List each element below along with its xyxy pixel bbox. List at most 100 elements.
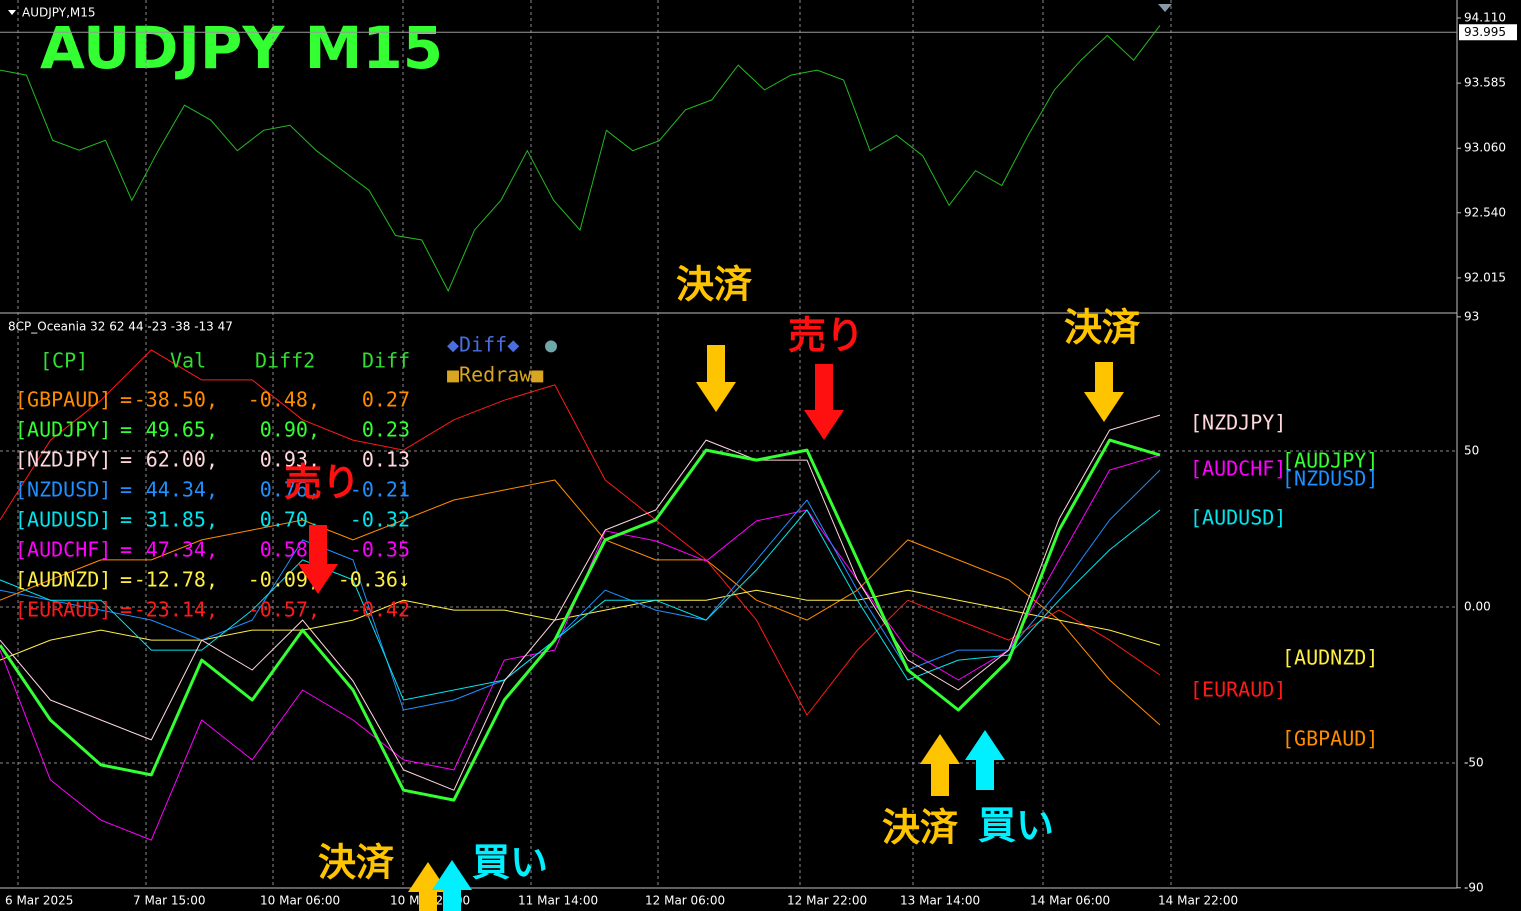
table-cell: = — [120, 598, 132, 622]
signal-label: 買い — [472, 841, 548, 885]
table-cell: 62.00, — [146, 448, 218, 472]
big-title: AUDJPY M15 — [40, 14, 443, 82]
y-tick-label: 92.015 — [1464, 270, 1506, 284]
table-cell: = — [120, 388, 132, 412]
time-label: 6 Mar 2025 — [5, 894, 73, 908]
table-cell: 0.90, — [260, 418, 320, 442]
indicator-line — [0, 479, 1161, 726]
time-label: 10 Mar 06:00 — [260, 894, 340, 908]
table-cell: [AUDJPY] — [15, 418, 111, 442]
table-cell: 0.27 — [362, 388, 410, 412]
price-line — [0, 25, 1161, 293]
table-cell: 49.65, — [146, 418, 218, 442]
table-cell: = — [120, 478, 132, 502]
series-label: [AUDUSD] — [1190, 506, 1286, 530]
time-label: 12 Mar 06:00 — [645, 894, 725, 908]
button[interactable]: ■Redraw■ — [447, 363, 543, 387]
table-cell: 0.76, — [260, 478, 320, 502]
indicator-label: 8CP_Oceania 32 62 44 -23 -38 -13 47 — [8, 320, 233, 334]
series-label: [NZDUSD] — [1282, 467, 1378, 491]
series-label: [AUDNZD] — [1282, 646, 1378, 670]
table-cell: -0.57, — [248, 598, 320, 622]
y-tick-label: 93.585 — [1464, 76, 1506, 90]
signal-label: 決済 — [676, 263, 753, 307]
series-label: [NZDJPY] — [1190, 411, 1286, 435]
table-cell: -0.21 — [350, 478, 410, 502]
table-cell: = — [120, 448, 132, 472]
table-cell: 47.34, — [146, 538, 218, 562]
table-cell: 31.85, — [146, 508, 218, 532]
table-cell: -23.14, — [134, 598, 218, 622]
table-cell: -0.32 — [350, 508, 410, 532]
signal-arrow — [965, 730, 1005, 790]
indicator-line — [0, 349, 1161, 716]
table-cell: [AUDCHF] — [15, 538, 111, 562]
signal-arrow — [804, 364, 844, 440]
y-tick-label: 94.110 — [1464, 10, 1506, 24]
indicator-line — [0, 469, 1161, 711]
table-cell: 44.34, — [146, 478, 218, 502]
table-cell: [AUDUSD] — [15, 508, 111, 532]
y-tick-label: 93.060 — [1464, 141, 1506, 155]
price-marker — [1158, 4, 1172, 12]
table-cell: -0.48, — [248, 388, 320, 412]
current-price-box — [1459, 24, 1517, 41]
series-label: [EURAUD] — [1190, 678, 1286, 702]
time-label: 13 Mar 14:00 — [900, 894, 980, 908]
table-header: Diff — [362, 349, 410, 373]
y-tick-label: 50 — [1464, 444, 1479, 458]
time-label: 14 Mar 06:00 — [1030, 894, 1110, 908]
table-cell: 0.23 — [362, 418, 410, 442]
table-cell: -12.78, — [134, 568, 218, 592]
time-label: 14 Mar 22:00 — [1158, 894, 1238, 908]
table-cell: -0.42 — [350, 598, 410, 622]
table-cell: = — [120, 418, 132, 442]
signal-arrow — [1084, 362, 1124, 422]
indicator-line — [0, 438, 1161, 802]
table-cell: [EURAUD] — [15, 598, 111, 622]
table-header: Val — [170, 349, 206, 373]
time-label: 7 Mar 15:00 — [133, 894, 206, 908]
signal-arrow — [920, 734, 960, 796]
y-tick-label: -50 — [1464, 756, 1484, 770]
table-cell: [GBPAUD] — [15, 388, 111, 412]
table-cell: [AUDNZD] — [15, 568, 111, 592]
table-header: Diff2 — [255, 349, 315, 373]
table-cell: = — [120, 538, 132, 562]
signal-label: 買い — [978, 804, 1054, 848]
signal-label: 売り — [788, 314, 864, 358]
indicator-line — [0, 509, 1161, 701]
table-header: [CP] — [40, 349, 88, 373]
table-cell: = — [120, 508, 132, 532]
time-label: 11 Mar 14:00 — [518, 894, 598, 908]
table-cell: [NZDUSD] — [15, 478, 111, 502]
button[interactable]: ● — [545, 333, 557, 357]
time-label: 12 Mar 22:00 — [787, 894, 867, 908]
table-cell: [NZDJPY] — [15, 448, 111, 472]
table-cell: 0.93, — [260, 448, 320, 472]
dropdown-icon[interactable] — [8, 10, 16, 15]
signal-label: 決済 — [1064, 306, 1141, 350]
y-tick-label: 93 — [1464, 309, 1479, 323]
signal-label: 売り — [284, 461, 360, 505]
signal-arrow — [432, 860, 472, 911]
table-cell: 0.13 — [362, 448, 410, 472]
series-label: [AUDCHF] — [1190, 457, 1286, 481]
button[interactable]: ◆Diff◆ — [447, 333, 519, 357]
table-cell: -38.50, — [134, 388, 218, 412]
signal-label: 決済 — [882, 806, 959, 850]
signal-label: 決済 — [318, 841, 395, 885]
signal-arrow — [408, 862, 448, 911]
table-cell: = — [120, 568, 132, 592]
series-label: [GBPAUD] — [1282, 727, 1378, 751]
y-tick-label: -90 — [1464, 880, 1484, 894]
table-cell: -0.35 — [350, 538, 410, 562]
table-cell: -0.36↓ — [338, 568, 410, 592]
series-label: [AUDJPY] — [1282, 449, 1378, 473]
signal-arrow — [298, 525, 338, 594]
indicator-line — [0, 414, 1161, 791]
symbol-label: AUDJPY,M15 — [22, 6, 96, 20]
y-tick-label: 92.540 — [1464, 205, 1506, 219]
